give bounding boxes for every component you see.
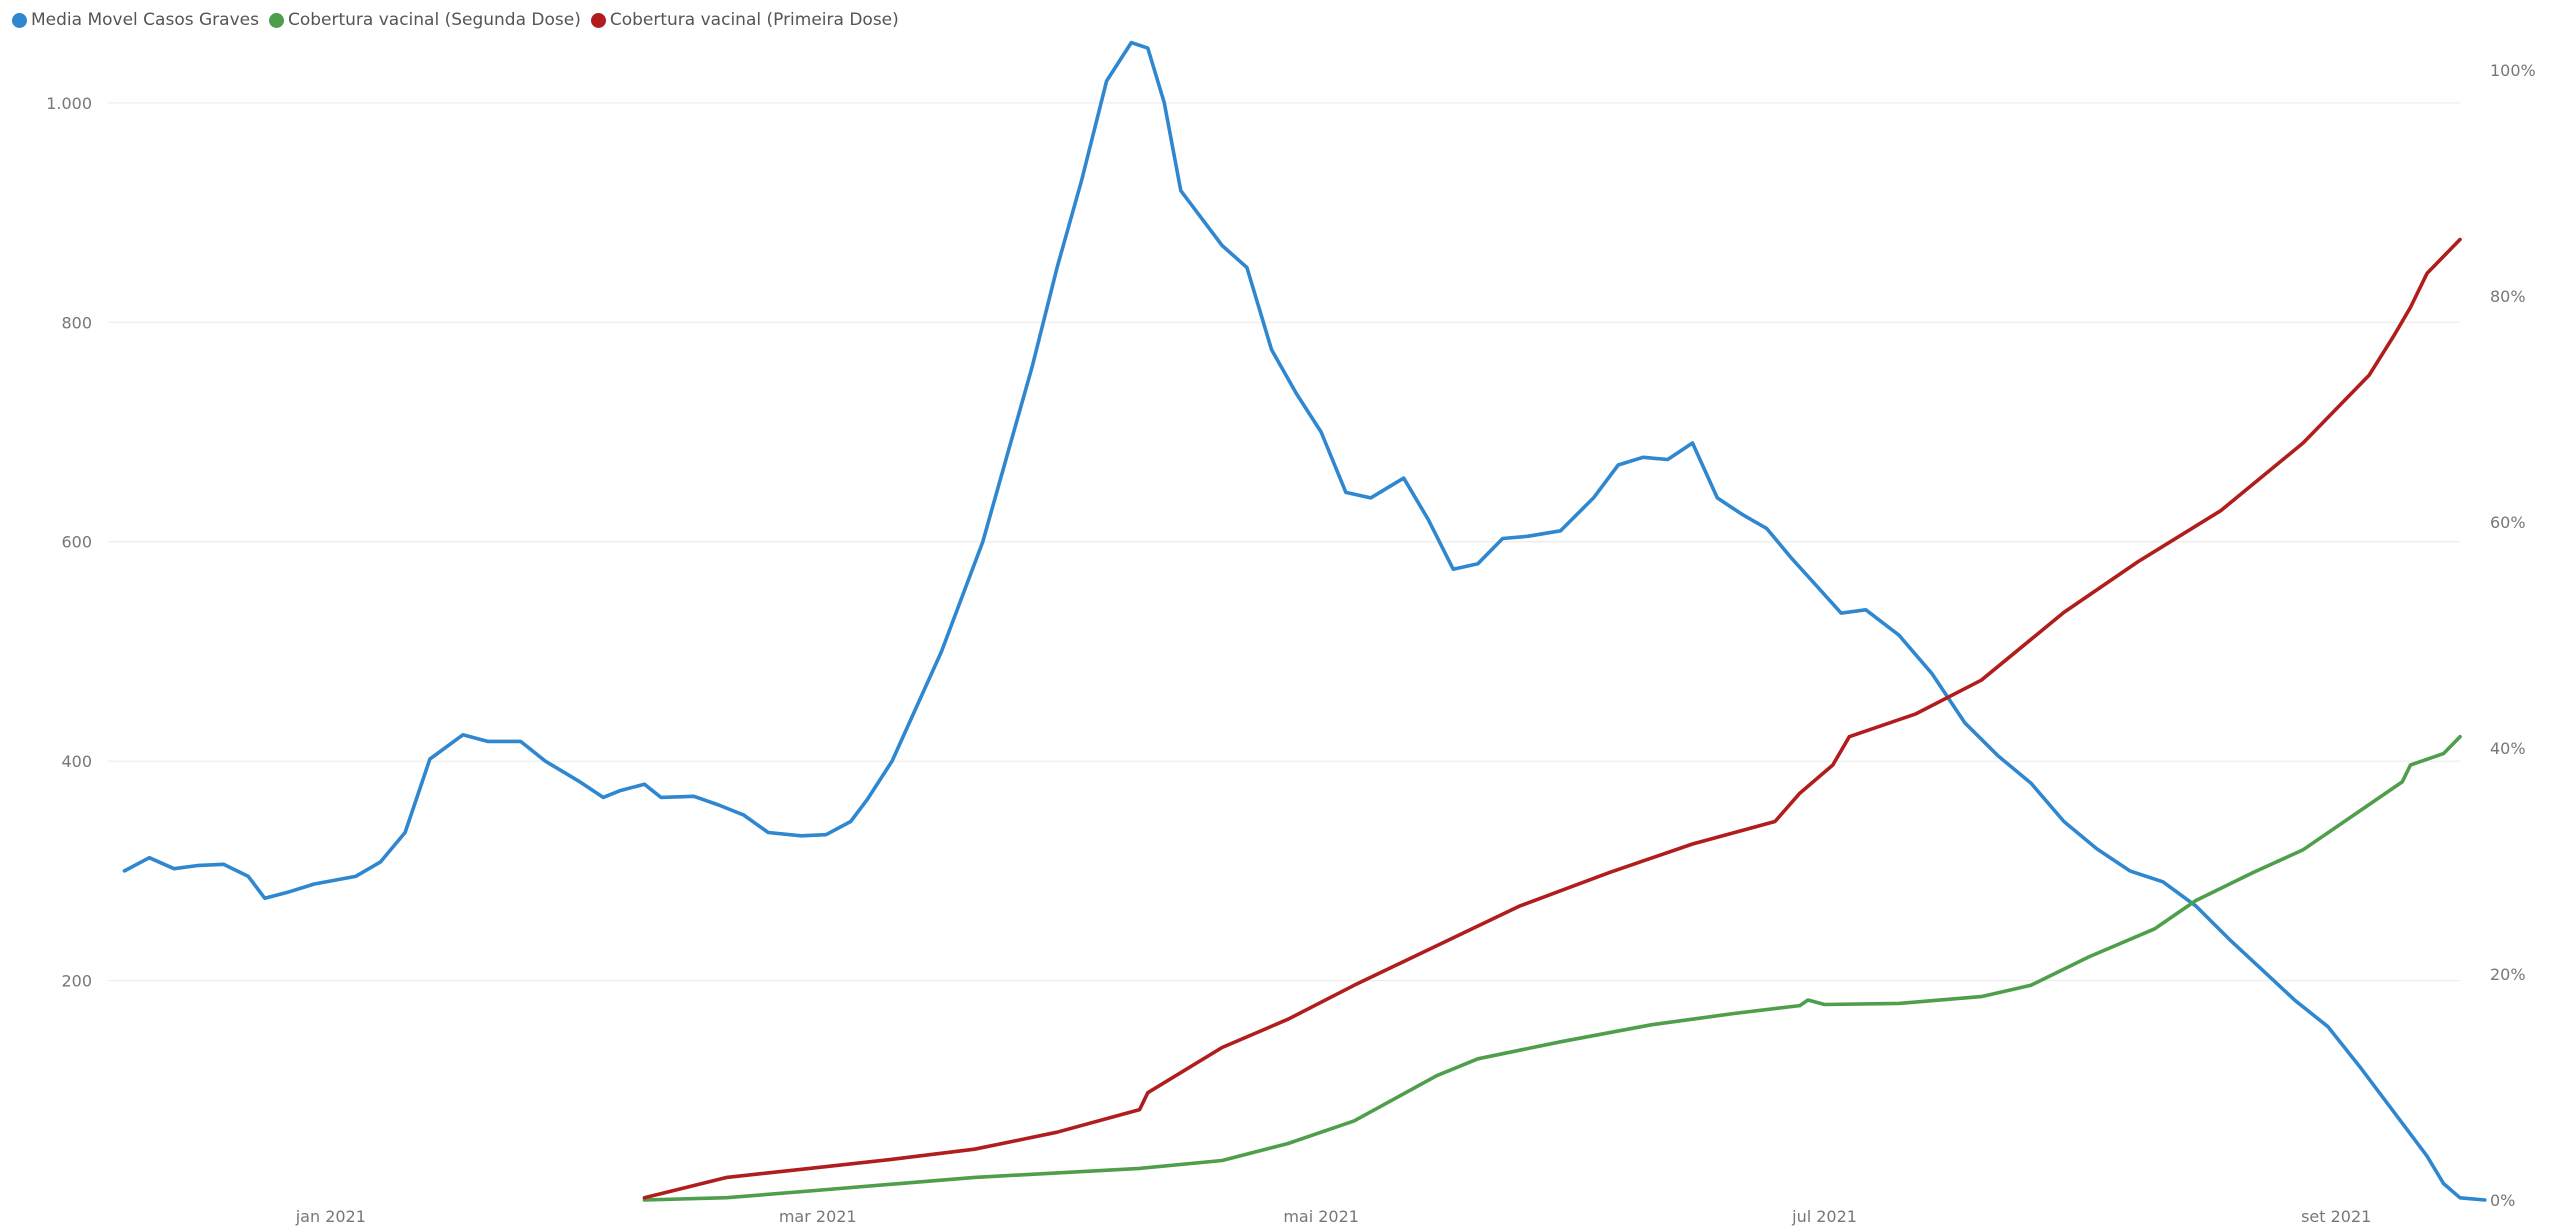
right-y-tick-label: 80%: [2490, 287, 2526, 306]
x-tick-label: mai 2021: [1283, 1207, 1359, 1226]
x-tick-label: jul 2021: [1791, 1207, 1857, 1226]
chart-legend: Media Movel Casos Graves Cobertura vacin…: [12, 10, 899, 30]
series-lines: [122, 40, 2487, 1202]
left-y-tick-label: 800: [61, 313, 92, 332]
legend-item-primeira-dose[interactable]: Cobertura vacinal (Primeira Dose): [590, 10, 899, 30]
x-tick-label: jan 2021: [295, 1207, 366, 1226]
x-tick-label: set 2021: [2301, 1207, 2371, 1226]
left-y-axis: 200 400 600 800 1.000: [46, 94, 92, 991]
right-y-tick-label: 100%: [2490, 61, 2536, 80]
right-y-tick-label: 40%: [2490, 739, 2526, 758]
right-y-axis: 0% 20% 40% 60% 80% 100%: [2490, 61, 2536, 1210]
right-y-tick-label: 20%: [2490, 965, 2526, 984]
series-line-primeira-dose[interactable]: [642, 237, 2462, 1200]
legend-swatch-primeira-dose: [590, 12, 606, 28]
legend-label-segunda-dose: Cobertura vacinal (Segunda Dose): [287, 10, 581, 30]
series-line-media-movel[interactable]: [122, 40, 2487, 1202]
x-axis: jan 2021 mar 2021 mai 2021 jul 2021 set 2021: [295, 1207, 2372, 1226]
legend-swatch-media-movel: [12, 12, 27, 28]
legend-item-segunda-dose[interactable]: Cobertura vacinal (Segunda Dose): [268, 10, 581, 30]
left-y-tick-label: 200: [61, 972, 92, 991]
legend-item-media-movel[interactable]: Media Movel Casos Graves: [12, 10, 259, 30]
left-y-tick-label: 600: [61, 533, 92, 552]
series-line-segunda-dose[interactable]: [642, 734, 2462, 1202]
left-y-tick-label: 400: [61, 752, 92, 771]
legend-swatch-segunda-dose: [268, 12, 284, 28]
legend-label-primeira-dose: Cobertura vacinal (Primeira Dose): [609, 10, 899, 30]
grid-lines: [108, 102, 2460, 982]
right-y-tick-label: 60%: [2490, 513, 2526, 532]
left-y-tick-label: 1.000: [46, 94, 92, 113]
x-tick-label: mar 2021: [779, 1207, 857, 1226]
right-y-tick-label: 0%: [2490, 1191, 2515, 1210]
legend-label-media-movel: Media Movel Casos Graves: [31, 10, 259, 30]
